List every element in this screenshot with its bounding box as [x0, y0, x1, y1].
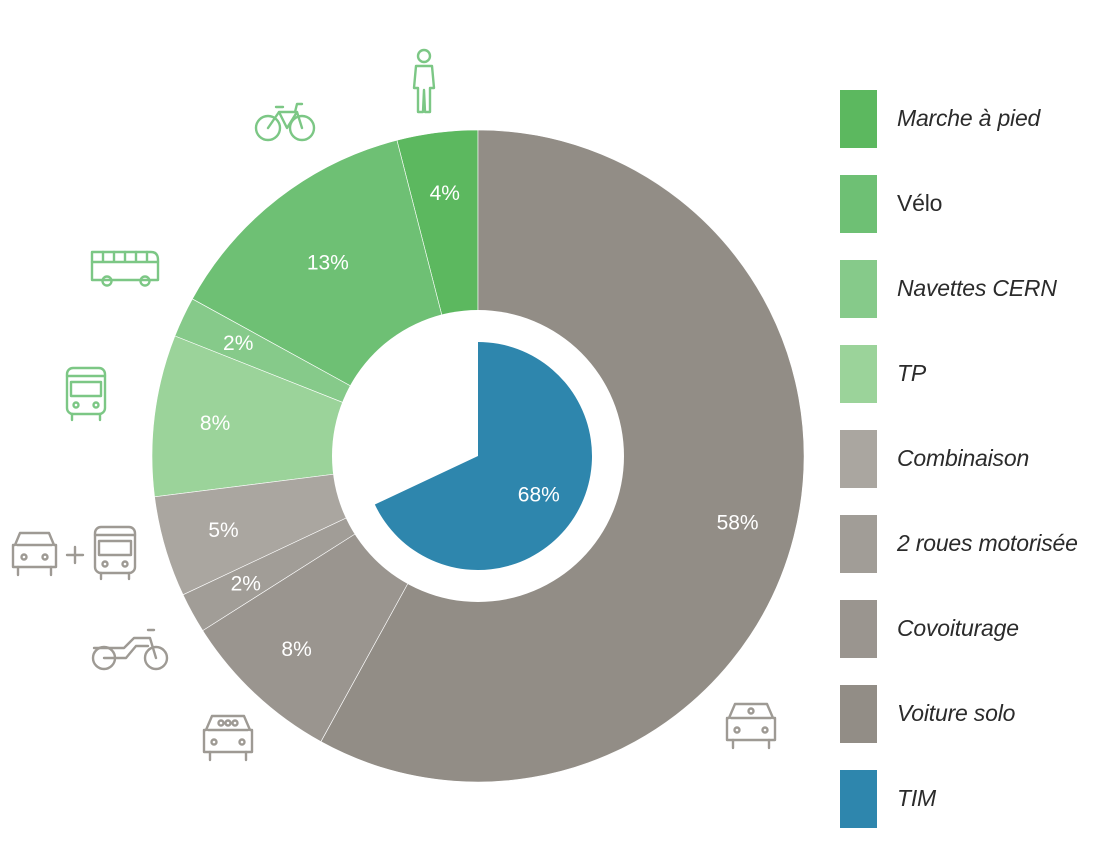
legend-item: TIM — [840, 770, 1110, 855]
legend-item: Voiture solo — [840, 685, 1110, 770]
legend-label: TP — [897, 360, 926, 386]
legend-swatch — [840, 430, 877, 488]
legend-label: Covoiturage — [897, 615, 1019, 641]
legend-label: Combinaison — [897, 445, 1030, 471]
slice-labels: 4% 13% 2% 8% 5% 2% 8% 58% — [200, 182, 759, 661]
legend-label: Vélo — [897, 190, 943, 216]
legend-label: Marche à pied — [897, 105, 1041, 131]
legend-item: Covoiturage — [840, 600, 1110, 685]
legend-item: Vélo — [840, 175, 1110, 260]
slice-label: 8% — [200, 412, 230, 435]
inner-pie: 68% — [374, 342, 592, 570]
legend-swatch — [840, 90, 877, 148]
slice-label: 8% — [281, 638, 311, 661]
legend-swatch — [840, 260, 877, 318]
legend-label: Navettes CERN — [897, 275, 1057, 301]
motorcycle-icon — [91, 628, 169, 671]
slice-label: 2% — [223, 332, 253, 355]
legend-item: Combinaison — [840, 430, 1110, 515]
car-plus-bus-icon — [11, 525, 137, 581]
slice-label: 5% — [208, 519, 238, 542]
legend-label: TIM — [897, 785, 936, 811]
solo-car-icon — [725, 702, 777, 750]
slice-label: 4% — [430, 182, 460, 205]
slice-label: 2% — [231, 573, 261, 596]
legend-item: Marche à pied — [840, 90, 1110, 175]
legend-swatch — [840, 685, 877, 743]
legend-item: 2 roues motorisée — [840, 515, 1110, 600]
legend-swatch — [840, 770, 877, 828]
shuttle-bus-icon — [90, 250, 160, 287]
legend-label: Voiture solo — [897, 700, 1016, 726]
legend-item: TP — [840, 345, 1110, 430]
pedestrian-icon — [412, 48, 436, 114]
legend-label: 2 roues motorisée — [897, 530, 1078, 556]
donut-chart: 68% 4% 13% 2% 8% 5% 2% 8% 58% — [11, 48, 805, 783]
legend-item: Navettes CERN — [840, 260, 1110, 345]
legend-swatch — [840, 600, 877, 658]
carpool-car-icon — [202, 714, 254, 762]
legend: Marche à pied Vélo Navettes CERN TP Combinai… — [840, 90, 1110, 855]
legend-swatch — [840, 515, 877, 573]
public-bus-icon — [65, 366, 107, 422]
inner-slice-label: 68% — [518, 484, 560, 507]
slice-label: 13% — [307, 251, 349, 274]
legend-swatch — [840, 345, 877, 403]
slice-tim — [374, 342, 592, 570]
legend-swatch — [840, 175, 877, 233]
slice-label: 58% — [717, 512, 759, 535]
bicycle-icon — [254, 102, 316, 142]
